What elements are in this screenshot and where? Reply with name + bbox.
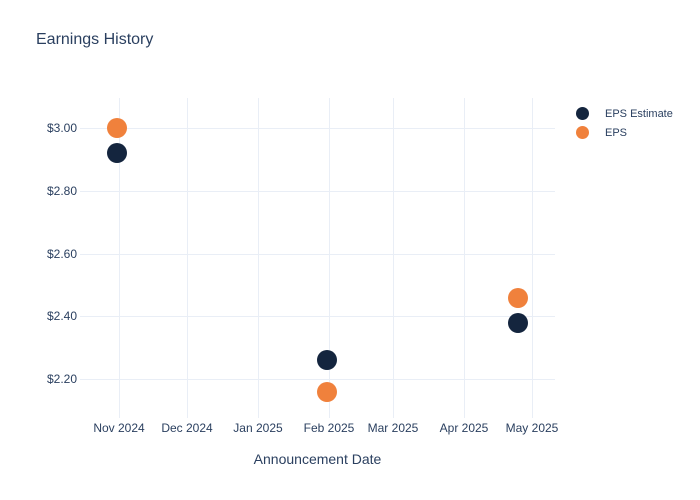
x-tick-label: Nov 2024	[93, 421, 145, 435]
legend-label-eps: EPS	[605, 126, 628, 139]
y-gridline	[80, 254, 555, 255]
x-tick-label: Feb 2025	[303, 421, 355, 435]
y-tick-label: $3.00	[46, 121, 77, 135]
legend-swatch-eps-estimate-icon	[576, 107, 589, 120]
chart-title: Earnings History	[36, 31, 154, 48]
x-tick-label: Mar 2025	[367, 421, 419, 435]
x-gridline	[532, 98, 533, 418]
data-point-eps-estimate-0[interactable]	[106, 143, 127, 164]
legend-swatch-eps-icon	[576, 126, 589, 139]
x-gridline	[329, 98, 330, 418]
x-gridline	[119, 98, 120, 418]
x-tick-label: May 2025	[505, 421, 559, 435]
data-point-eps-1[interactable]	[316, 381, 337, 402]
x-tick-label: Jan 2025	[233, 421, 283, 435]
x-gridline	[464, 98, 465, 418]
data-point-eps-estimate-1[interactable]	[316, 350, 337, 371]
y-tick-label: $2.80	[46, 184, 77, 198]
y-gridline	[80, 379, 555, 380]
x-gridline	[187, 98, 188, 418]
x-gridline	[393, 98, 394, 418]
y-gridline	[80, 191, 555, 192]
data-point-eps-0[interactable]	[106, 118, 127, 139]
x-axis-title: Announcement Date	[253, 451, 382, 467]
legend: EPS Estimate EPS	[576, 104, 673, 142]
x-tick-label: Apr 2025	[439, 421, 489, 435]
legend-label-eps-estimate: EPS Estimate	[605, 107, 673, 120]
data-point-eps-estimate-2[interactable]	[508, 312, 529, 333]
data-point-eps-2[interactable]	[508, 287, 529, 308]
y-gridline	[80, 316, 555, 317]
x-gridline	[258, 98, 259, 418]
y-gridline	[80, 128, 555, 129]
y-tick-label: $2.20	[46, 372, 77, 386]
y-tick-label: $2.40	[46, 309, 77, 323]
legend-item-eps-estimate[interactable]: EPS Estimate	[576, 104, 673, 123]
y-tick-label: $2.60	[46, 247, 77, 261]
x-tick-label: Dec 2024	[161, 421, 213, 435]
legend-item-eps[interactable]: EPS	[576, 123, 673, 142]
